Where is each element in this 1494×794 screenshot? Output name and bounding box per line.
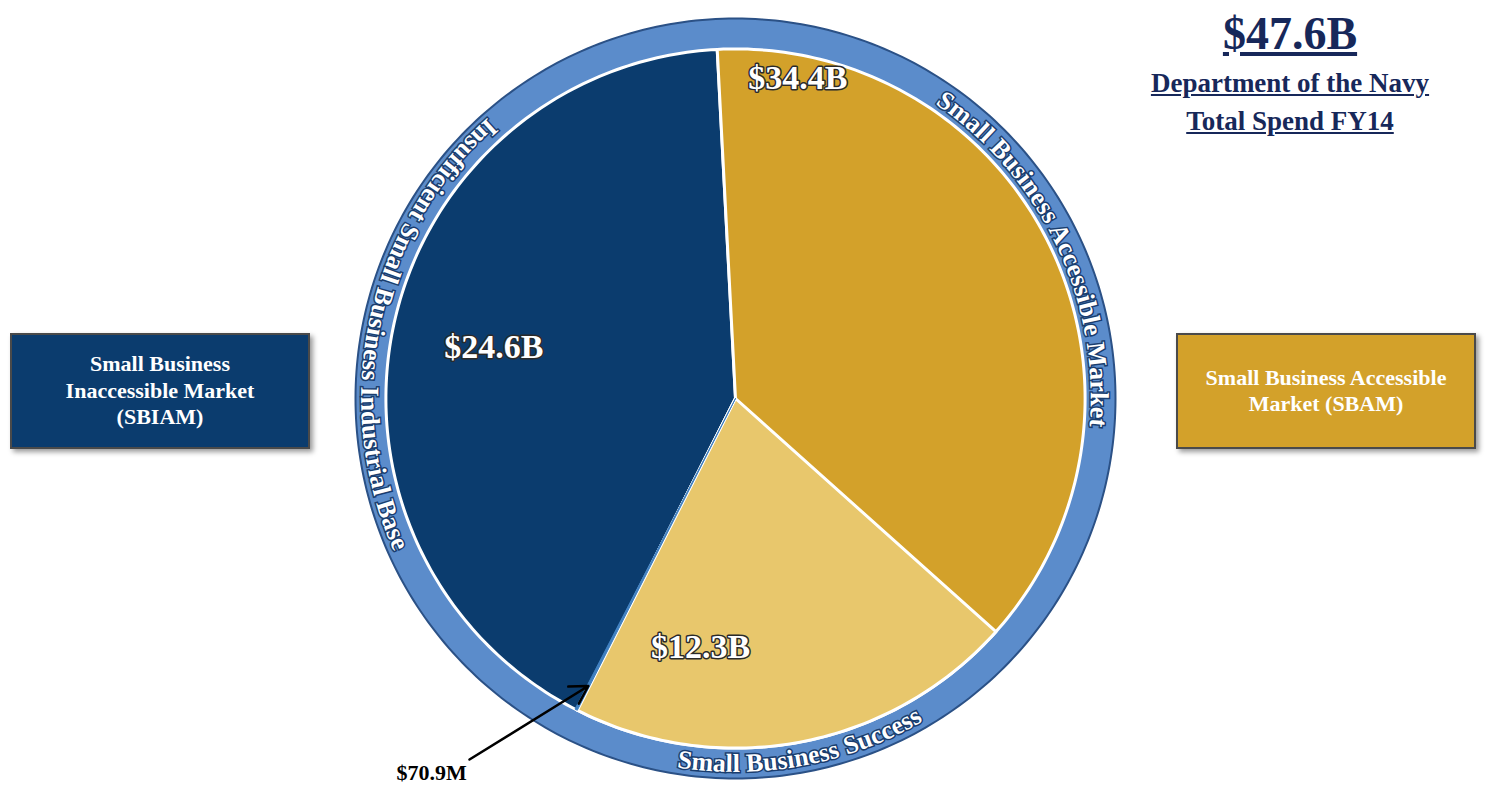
- svg-text:Small Business Accessible Mark: Small Business Accessible Market: [932, 85, 1114, 429]
- svg-text:$34.4B: $34.4B: [748, 59, 847, 96]
- svg-text:$12.3B: $12.3B: [651, 628, 750, 665]
- svg-text:$70.9M: $70.9M: [396, 760, 467, 785]
- svg-text:Insufficient Small Business In: Insufficient Small Business Industrial B…: [355, 113, 503, 554]
- html-text:Small Business Accessible Mark: Small Business Accessible Market (SBAM): [1205, 364, 1447, 416]
- html-text:$47.6B: $47.6B: [1222, 8, 1358, 59]
- svg-text:Small Business Success: Small Business Success: [676, 701, 926, 778]
- html-text:Department of the Navy Total S: Department of the Navy Total Spend FY14: [1150, 68, 1430, 136]
- html-text:Small Business Inaccessible Ma: Small Business Inaccessible Market (SBIA…: [65, 351, 255, 430]
- svg-text:$24.6B: $24.6B: [444, 328, 543, 365]
